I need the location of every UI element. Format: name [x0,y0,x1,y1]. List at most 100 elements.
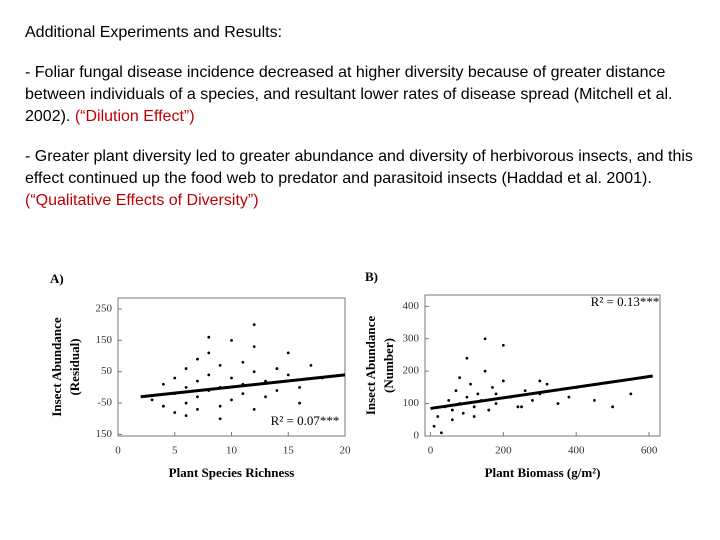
text-block: Additional Experiments and Results: - Fo… [25,22,695,230]
point [230,338,233,342]
point [465,395,469,399]
x-tick-label: 0 [115,445,121,457]
point [207,351,211,355]
point [230,398,233,402]
point [501,379,505,383]
point [531,398,534,402]
heading: Additional Experiments and Results: [25,24,283,41]
x-tick-label: 0 [428,445,434,457]
point [218,364,222,367]
y-axis-label: (Number) [381,338,396,393]
point [483,337,487,341]
point [436,415,440,418]
point [458,376,462,380]
point [173,376,177,380]
point [207,373,211,377]
point [494,402,498,405]
y-tick-label: -50 [97,397,112,409]
y-tick-label: 150 [96,334,113,346]
point [162,404,165,408]
y-tick-label: 0 [414,430,420,442]
point [264,395,267,399]
point [461,411,465,415]
x-axis-label: Plant Biomass (g/m²) [485,465,601,480]
x-tick-label: 600 [641,445,658,457]
point [275,367,279,370]
point [494,392,498,396]
point [196,379,199,383]
point [218,417,222,421]
plot-frame [424,294,661,437]
trend-line [140,373,346,399]
point [207,335,211,339]
y-axis-label: (Residual) [67,338,82,395]
point [275,389,279,392]
point [520,405,523,409]
point [439,431,443,435]
point [162,382,165,386]
point [469,382,472,386]
point [454,389,458,393]
point [476,392,480,396]
point [450,408,454,412]
point [150,398,154,402]
point [196,407,199,411]
point [196,395,199,399]
paragraph-text: - Greater plant diversity led to greater… [25,148,693,187]
point [545,382,549,386]
x-tick-label: 10 [226,445,238,457]
point [465,356,469,360]
point [472,405,476,409]
point [286,373,290,377]
point [593,398,596,402]
point [538,379,542,383]
x-tick-label: 400 [568,445,585,457]
y-axis-label: Insect Abundance [49,317,64,417]
point [298,385,301,389]
point [432,424,436,428]
y-tick-label: 200 [403,365,420,377]
y-tick-label: 50 [101,365,113,377]
x-tick-label: 15 [283,445,295,457]
point [516,405,520,409]
point [556,402,560,405]
y-tick-label: 300 [403,332,420,344]
x-tick-label: 200 [495,445,512,457]
y-tick-label: 400 [403,300,420,312]
point [230,376,233,380]
paragraph: - Foliar fungal disease incidence decrea… [25,62,695,128]
x-axis-label: Plant Species Richness [169,465,295,480]
annotation: R² = 0.07*** [271,413,340,428]
point [184,401,188,405]
paragraph-text: - Foliar fungal disease incidence decrea… [25,64,673,125]
x-tick-label: 5 [172,445,178,457]
point [450,418,454,422]
highlight: (“Qualitative Effects of Diversity”) [25,192,259,209]
point [184,414,188,418]
point [309,364,313,367]
point [241,392,245,396]
point [487,408,491,412]
point [472,415,476,418]
point [523,389,527,393]
point [173,411,177,414]
point [611,405,615,409]
point [252,345,256,349]
y-tick-label: 150 [96,428,113,440]
point [298,401,301,405]
point [447,398,451,402]
point [252,323,256,327]
y-axis-label: Insect Abundance [363,316,378,416]
point [483,369,487,373]
point [501,343,505,347]
point [218,404,222,408]
point [567,395,571,399]
annotation: R² = 0.13*** [591,294,660,309]
point [252,370,256,374]
y-tick-label: 100 [403,397,420,409]
point [286,351,290,355]
point [184,367,188,370]
point [252,407,256,411]
